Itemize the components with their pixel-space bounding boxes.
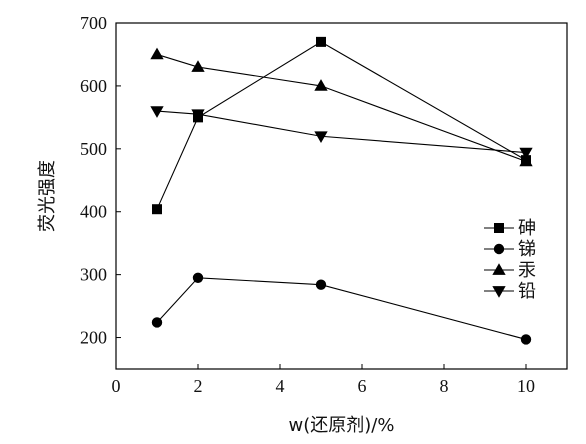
series-2-point-1 [191,60,205,72]
series-2-point-2 [314,79,328,91]
series-layer [150,36,533,345]
series-2 [150,47,533,167]
series-0 [152,36,531,215]
legend-label-1: 锑 [518,239,536,260]
legend-marker-0 [494,223,504,233]
series-2-point-3 [519,154,533,167]
legend-marker-1 [493,243,505,255]
legend-marker-2 [492,263,506,275]
legend-label-2: 汞 [518,260,536,281]
y-tick-label-0: 200 [80,328,107,348]
x-tick-label-2: 4 [276,376,285,396]
series-3-point-3 [519,147,533,160]
x-tick-label-3: 6 [358,376,367,396]
series-3 [150,106,533,160]
series-line-3 [156,110,527,154]
axes-layer: 0 2 4 6 8 10 200 300 400 500 600 700 [80,13,535,396]
plot-frame [115,22,568,370]
legend-item-3: 铅 [484,281,536,302]
series-0-point-2 [316,36,326,47]
series-line-2 [156,53,527,162]
series-3-point-2 [314,131,328,144]
x-tick-label-5: 10 [517,376,535,396]
series-3-point-1 [191,109,205,122]
series-1-point-2 [315,279,327,290]
series-2-point-0 [150,47,164,60]
legend-marker-3 [492,286,506,298]
y-axis-title: 荧光强度 [37,160,58,232]
x-tick-label-0: 0 [112,376,121,396]
y-tick-label-3: 500 [80,139,107,159]
x-tick-label-1: 2 [194,376,203,396]
series-1-point-1 [192,272,204,283]
legend-item-0: 砷 [484,218,536,239]
series-1 [151,272,532,345]
series-0-point-0 [152,204,162,215]
series-line-0 [156,41,527,210]
y-tick-label-1: 300 [80,265,107,285]
legend-label-0: 砷 [518,218,536,239]
legend-label-3: 铅 [518,281,536,302]
x-axis-title: w(还原剂)/% [289,415,395,436]
series-1-point-3 [520,334,532,345]
y-tick-label-5: 700 [80,13,107,33]
legend-item-1: 锑 [484,239,536,260]
y-tick-label-4: 600 [80,76,107,96]
series-line-1 [156,277,527,340]
series-3-point-0 [150,106,164,118]
x-tick-label-4: 8 [440,376,449,396]
legend-item-2: 汞 [484,260,536,281]
plot-border [115,22,568,370]
y-tick-label-2: 400 [80,202,107,222]
series-1-point-0 [151,317,163,328]
